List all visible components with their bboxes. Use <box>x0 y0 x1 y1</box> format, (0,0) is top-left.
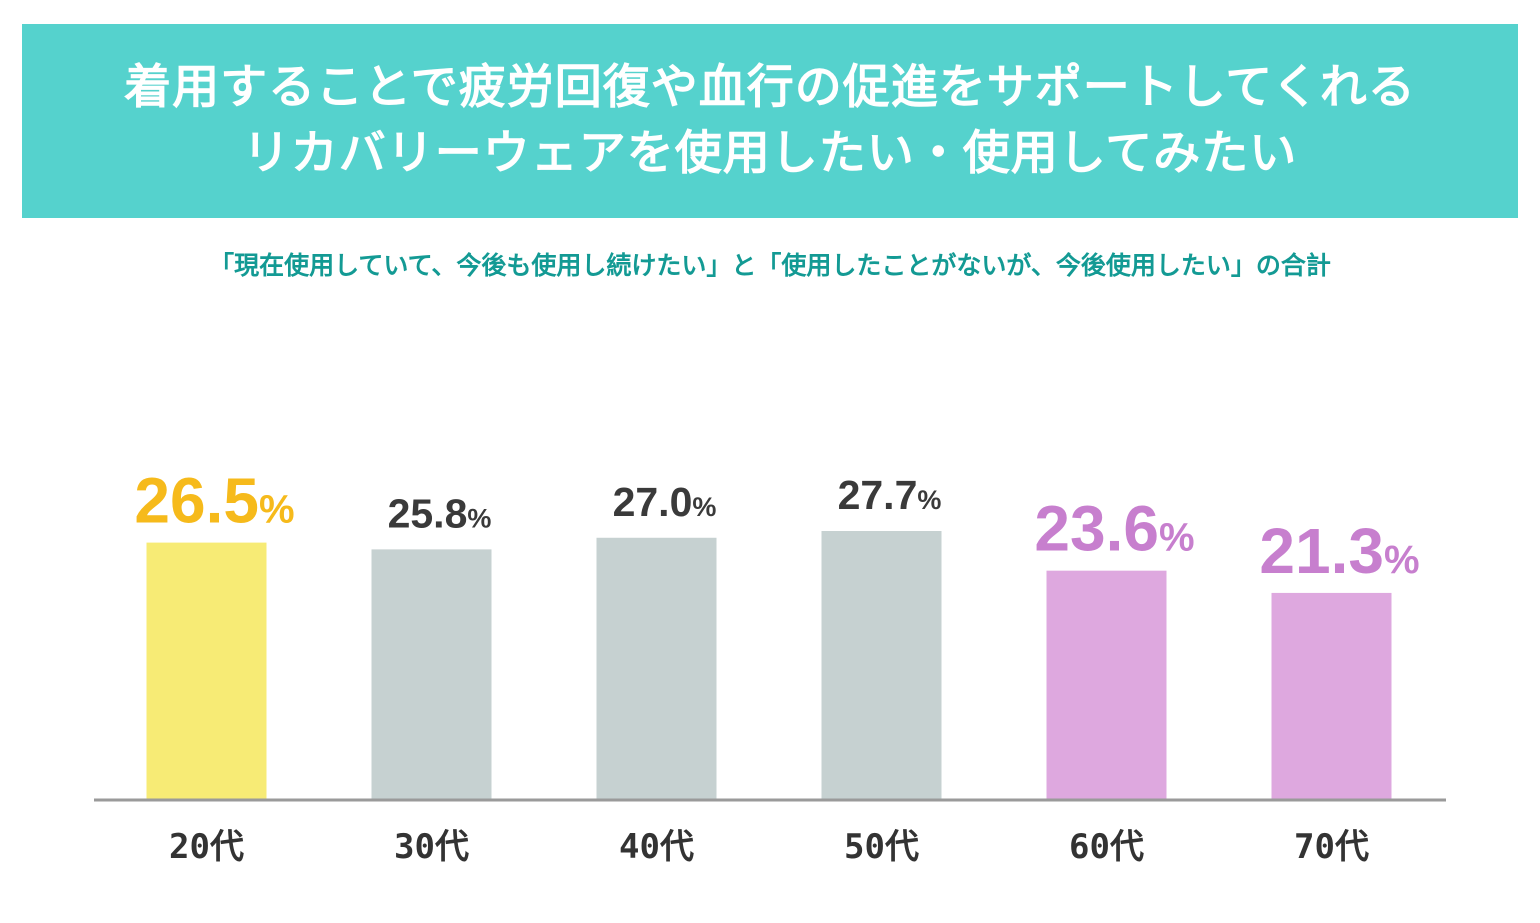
data-label-1: 26.5% <box>134 465 294 537</box>
bar-2 <box>371 549 492 799</box>
title-line-2: リカバリーウェアを使用したい・使用してみたい <box>242 126 1298 181</box>
bar-4 <box>821 531 942 799</box>
data-label-3: 27.0% <box>613 479 717 525</box>
title-banner: 着用することで疲労回復や血行の促進をサポートしてくれる リカバリーウェアを使用し… <box>22 24 1518 218</box>
data-label-5: 23.6% <box>1034 493 1194 565</box>
chart-subtitle: 「現在使用していて、今後も使用し続けたい」と「使用したことがないが、今後使用した… <box>209 251 1331 280</box>
bar-6 <box>1271 592 1392 799</box>
x-tick-label-1: 20代 <box>169 827 244 867</box>
data-label-2: 25.8% <box>388 490 492 536</box>
x-tick-label-4: 50代 <box>844 827 919 867</box>
bar-1 <box>146 542 267 799</box>
bar-5 <box>1046 570 1167 799</box>
x-tick-label-3: 40代 <box>619 827 694 867</box>
title-line-1: 着用することで疲労回復や血行の促進をサポートしてくれる <box>124 60 1416 115</box>
data-label-4: 27.7% <box>838 472 942 518</box>
bar-3 <box>596 537 717 799</box>
x-tick-label-5: 60代 <box>1069 827 1144 867</box>
data-label-6: 21.3% <box>1259 515 1419 587</box>
x-tick-label-6: 70代 <box>1294 827 1369 867</box>
x-tick-label-2: 30代 <box>394 827 469 867</box>
